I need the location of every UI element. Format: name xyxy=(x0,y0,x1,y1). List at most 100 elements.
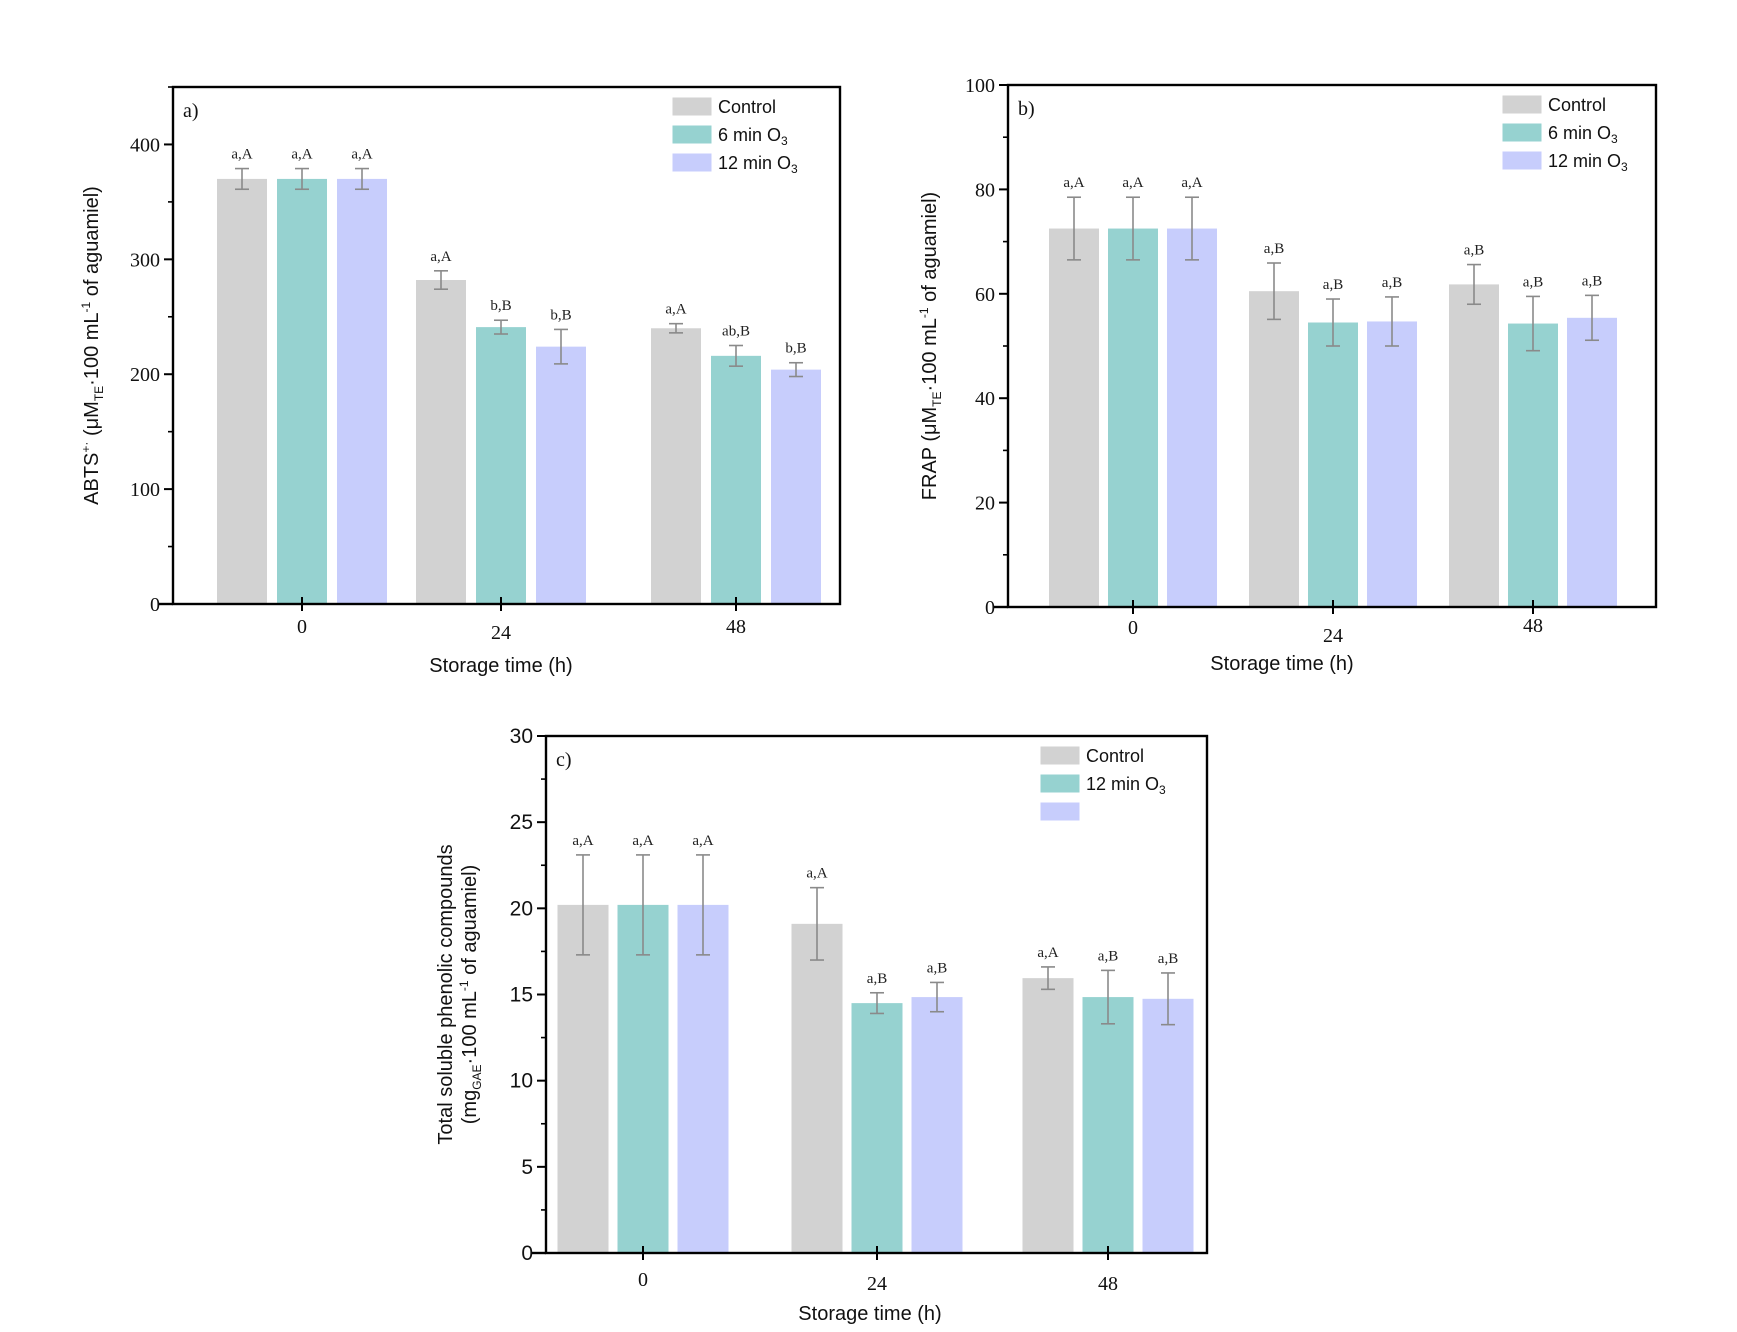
legend-label: Control xyxy=(1086,746,1144,766)
error-bar xyxy=(669,322,683,334)
ylabel-main: (μM xyxy=(919,407,941,447)
ylabel-sup: +· xyxy=(79,442,93,453)
y-axis-title: FRAP (μMTE·100 mL-1 of aguamiel) xyxy=(917,192,944,500)
error-bar xyxy=(870,991,884,1015)
legend-label-sub: 3 xyxy=(781,134,788,148)
ylabel-sup: -1 xyxy=(457,980,471,991)
ylabel-main: (mg xyxy=(459,1090,481,1124)
bar-control-24h xyxy=(1249,291,1299,607)
y-tick-label: 0 xyxy=(985,597,995,619)
legend-label: 12 min O3 xyxy=(1548,151,1628,174)
y-tick-label: 60 xyxy=(975,284,995,306)
legend-swatch-control xyxy=(1039,745,1081,766)
panel-b: a,A a,B a,B a,A a,B a,B a,A a,B a,B 0 20 40 60 80 100 0… xyxy=(917,75,1658,675)
significance-label: a,A xyxy=(1122,175,1143,191)
significance-label: a,B xyxy=(1464,243,1484,259)
error-bar xyxy=(810,886,824,961)
legend-label-sub: 3 xyxy=(1611,132,1618,146)
error-bar xyxy=(355,167,369,191)
y-tick-label: 80 xyxy=(975,179,995,201)
bar-control-24h xyxy=(791,923,843,1253)
error-bar xyxy=(1067,196,1081,261)
significance-label: a,A xyxy=(572,833,593,849)
ylabel-main: of aguamiel) xyxy=(81,186,103,302)
ylabel-main: ·100 mL xyxy=(919,318,941,391)
y-tick-label: 30 xyxy=(510,725,533,748)
y-tick-label: 100 xyxy=(965,75,995,97)
legend-label: 12 min O3 xyxy=(1086,774,1166,797)
legend: Control 12 min O3 xyxy=(1039,745,1166,822)
bar-series-3-24h xyxy=(536,346,586,604)
error-bar xyxy=(1101,969,1115,1025)
significance-label: a,B xyxy=(1158,951,1178,967)
y-tick-label: 300 xyxy=(130,249,160,271)
significance-label: a,A xyxy=(351,147,372,163)
x-tick-label: 24 xyxy=(867,1273,887,1295)
legend-label-main: 6 min O xyxy=(718,125,781,145)
ylabel-sub: TE xyxy=(930,391,944,406)
legend-swatch-series-2 xyxy=(671,124,713,145)
significance-label: a,B xyxy=(1523,274,1543,290)
y-tick-label: 0 xyxy=(521,1242,533,1265)
bar-series-2-0h xyxy=(277,178,327,604)
y-tick-label: 20 xyxy=(510,897,533,920)
ylabel-main: ·100 mL xyxy=(459,991,481,1064)
y-tick-label: 20 xyxy=(975,493,995,515)
legend-swatch-series-3 xyxy=(1501,150,1543,171)
error-bar xyxy=(1467,263,1481,306)
x-tick-label: 48 xyxy=(1523,615,1543,637)
significance-label: a,B xyxy=(1264,241,1284,257)
significance-label: a,B xyxy=(867,971,887,987)
significance-label: a,A xyxy=(1063,175,1084,191)
x-axis-title: Storage time (h) xyxy=(1210,653,1353,675)
legend-label-sub: 3 xyxy=(791,162,798,176)
y-tick-label: 10 xyxy=(510,1070,533,1093)
bar-control-0h xyxy=(217,178,267,604)
x-tick-label: 24 xyxy=(1323,625,1343,647)
bar-control-0h xyxy=(557,904,609,1253)
y-tick-label: 200 xyxy=(130,364,160,386)
legend-label: Control xyxy=(718,97,776,117)
error-bar xyxy=(729,344,743,367)
y-axis-title-text: (mgGAE·100 mL-1 of aguamiel) xyxy=(457,865,484,1124)
legend-swatch-control xyxy=(671,96,713,117)
x-tick-label: 0 xyxy=(1128,617,1138,639)
significance-label: a,A xyxy=(692,833,713,849)
legend-label: Control xyxy=(1548,95,1606,115)
error-bar xyxy=(1526,295,1540,352)
x-axis-title: Storage time (h) xyxy=(429,655,572,677)
error-bar xyxy=(576,854,590,956)
error-bar xyxy=(789,361,803,378)
significance-label: a,B xyxy=(1582,273,1602,289)
bar-series-2-48h xyxy=(1508,323,1558,607)
bar-series-3-0h xyxy=(1167,228,1217,608)
y-axis-title-text: ABTS+· (μMTE·100 mL-1 of aguamiel) xyxy=(79,186,106,505)
y-tick-label: 5 xyxy=(521,1156,533,1179)
legend-label-sub: 3 xyxy=(1159,783,1166,797)
error-bar xyxy=(1385,296,1399,347)
x-tick-label: 0 xyxy=(297,616,307,638)
legend-swatch-series-3 xyxy=(671,152,713,173)
x-tick-label: 24 xyxy=(491,622,511,644)
legend-swatch-series-3 xyxy=(1039,801,1081,822)
panel-label: c) xyxy=(556,749,572,771)
bar-series-2-24h xyxy=(851,1003,903,1253)
error-bar xyxy=(295,167,309,191)
ylabel-sup: -1 xyxy=(79,301,93,312)
panel-label: a) xyxy=(183,100,199,122)
ylabel-main: of aguamiel) xyxy=(919,192,941,308)
y-tick-label: 25 xyxy=(510,811,533,834)
panel-a: a,A a,A a,A a,A b,B ab,B a,A b,B b,B 0 100 200 300 40… xyxy=(79,85,842,677)
legend-label-sub: 3 xyxy=(1621,160,1628,174)
bar-control-48h xyxy=(1022,978,1074,1253)
error-bar xyxy=(554,328,568,365)
significance-label: a,B xyxy=(927,960,947,976)
error-bar xyxy=(1126,196,1140,261)
significance-label: a,B xyxy=(1382,275,1402,291)
error-bar xyxy=(1161,972,1175,1026)
significance-label: b,B xyxy=(550,307,571,323)
y-axis-title-text: FRAP (μMTE·100 mL-1 of aguamiel) xyxy=(917,192,944,500)
bar-series-2-48h xyxy=(1082,997,1134,1253)
